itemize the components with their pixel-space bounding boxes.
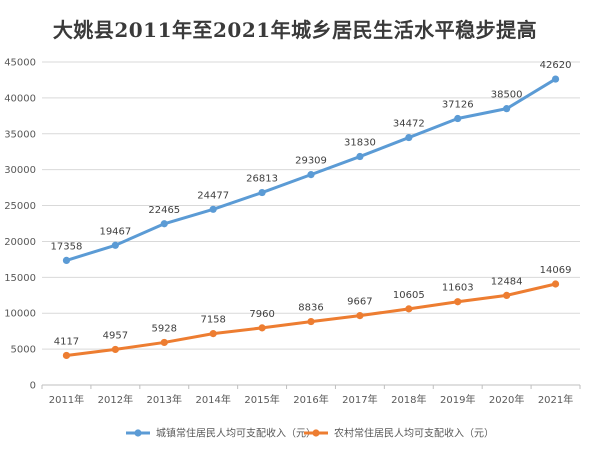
data-point	[503, 291, 511, 299]
data-label: 37126	[442, 100, 474, 111]
data-point	[258, 188, 266, 197]
data-label: 34472	[393, 119, 425, 130]
data-label: 10605	[393, 290, 425, 301]
x-tick-label: 2017年	[342, 393, 377, 406]
data-label: 26813	[246, 174, 278, 185]
x-tick-label: 2020年	[489, 393, 524, 406]
data-point	[551, 75, 560, 83]
data-label: 24477	[197, 190, 229, 201]
y-tick-label: 40000	[4, 93, 36, 104]
y-tick-label: 45000	[4, 58, 36, 69]
x-tick-label: 2014年	[195, 393, 230, 406]
data-label: 9667	[347, 297, 372, 308]
data-point	[209, 205, 217, 213]
legend-marker-1	[134, 429, 142, 437]
data-point	[209, 330, 217, 338]
legend-marker-2	[312, 429, 320, 437]
data-point	[307, 317, 315, 326]
y-tick-label: 30000	[4, 165, 36, 176]
data-point	[551, 280, 560, 288]
x-tick-label: 2018年	[391, 393, 426, 406]
data-point	[405, 305, 413, 313]
x-tick-label: 2015年	[244, 393, 279, 406]
y-tick-label: 0	[30, 381, 36, 392]
data-label: 42620	[540, 60, 572, 71]
data-label: 7158	[200, 315, 225, 326]
y-tick-label: 15000	[4, 273, 36, 284]
data-label: 14069	[540, 265, 572, 276]
data-label: 5928	[152, 323, 177, 334]
data-label: 8836	[298, 303, 323, 314]
data-label: 11603	[442, 283, 474, 294]
y-tick-label: 10000	[4, 309, 36, 320]
y-tick-label: 35000	[4, 129, 36, 140]
data-point	[258, 324, 266, 332]
data-point	[356, 312, 364, 320]
data-label: 17358	[51, 241, 83, 252]
data-point	[160, 338, 168, 347]
data-point	[160, 220, 168, 228]
data-point	[111, 241, 119, 249]
x-tick-label: 2019年	[440, 393, 475, 406]
data-label: 22465	[148, 205, 180, 216]
x-tick-label: 2013年	[147, 393, 182, 406]
data-point	[356, 152, 364, 161]
data-point	[503, 105, 511, 113]
data-label: 12484	[491, 276, 523, 287]
data-point	[454, 114, 462, 123]
data-point	[62, 351, 71, 360]
data-label: 4957	[103, 330, 128, 341]
chart-title: 大姚县2011年至2021年城乡居民生活水平稳步提高	[52, 18, 538, 42]
data-point	[405, 133, 413, 142]
data-label: 19467	[99, 226, 131, 237]
data-point	[454, 298, 462, 306]
y-tick-label: 20000	[4, 237, 36, 248]
x-tick-label: 2012年	[98, 393, 133, 406]
y-tick-label: 25000	[4, 201, 36, 212]
data-label: 4117	[54, 336, 79, 347]
y-tick-label: 5000	[11, 345, 36, 356]
data-label: 31830	[344, 138, 376, 149]
data-label: 38500	[491, 90, 523, 101]
legend-label-2: 农村常住居民人均可支配收入（元）	[334, 427, 494, 440]
data-point	[111, 345, 119, 354]
x-tick-label: 2021年	[538, 393, 573, 406]
data-point	[307, 171, 315, 179]
data-label: 29309	[295, 156, 327, 167]
legend-label-1: 城镇常住居民人均可支配收入（元）	[156, 427, 316, 440]
data-point	[62, 256, 71, 265]
data-label: 7960	[249, 309, 274, 320]
x-tick-label: 2011年	[49, 393, 84, 406]
x-tick-label: 2016年	[293, 393, 328, 406]
